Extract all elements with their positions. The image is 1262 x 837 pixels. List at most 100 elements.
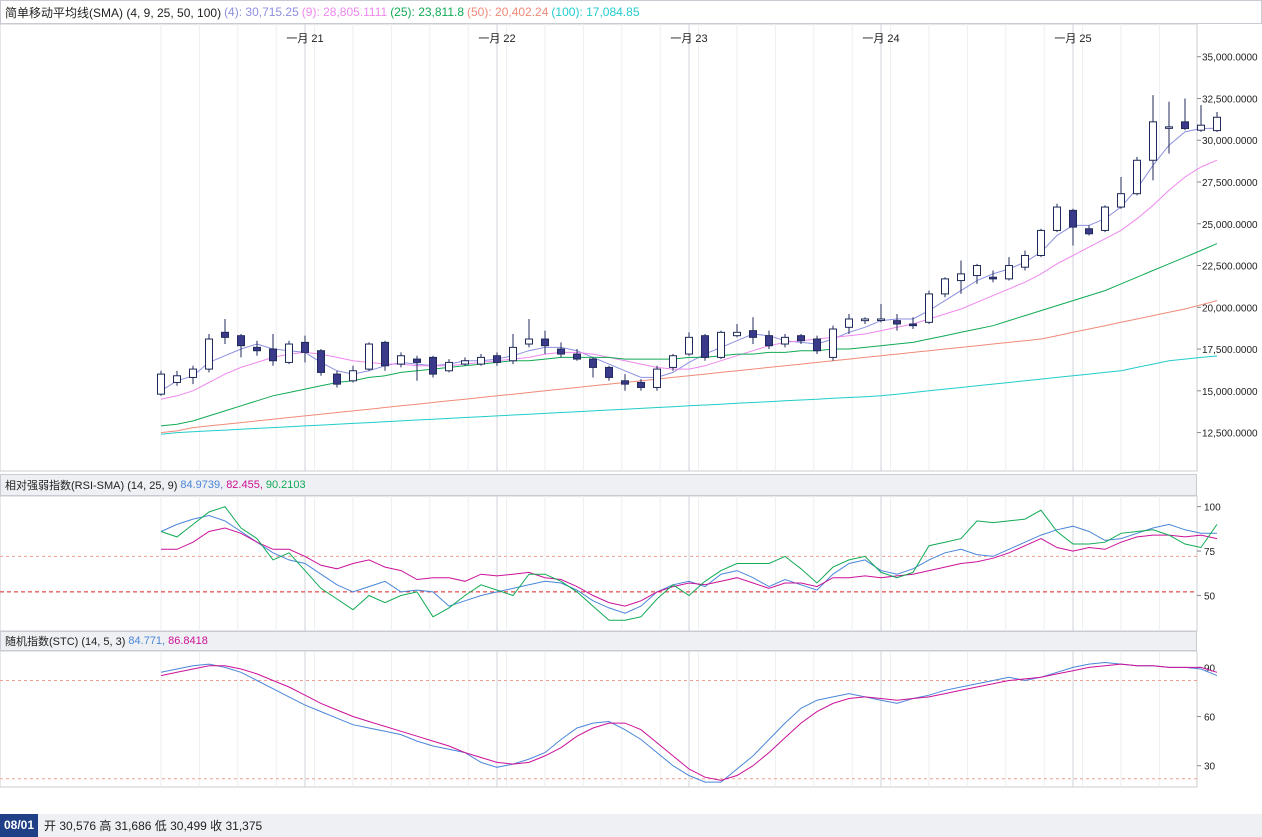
candle-body-21 bbox=[493, 355, 501, 363]
rsi-line-2 bbox=[160, 506, 1218, 621]
candle-body-52 bbox=[989, 276, 997, 280]
candle-body-25 bbox=[557, 348, 565, 355]
candle-body-65 bbox=[1197, 124, 1205, 131]
y-tick-label-7: 30,000.0000 bbox=[1202, 136, 1258, 147]
candle-body-45 bbox=[877, 318, 885, 321]
candle-body-36 bbox=[733, 331, 741, 337]
candle-body-57 bbox=[1069, 209, 1077, 228]
rsi-legend-title: 相对强弱指数(RSI-SMA) (14, 25, 9) bbox=[5, 480, 178, 492]
candle-body-27 bbox=[589, 358, 597, 368]
x-tick-label-2: 一月 23 bbox=[670, 33, 707, 45]
rsi-line-0 bbox=[160, 514, 1217, 614]
candle-body-63 bbox=[1165, 126, 1173, 129]
rsi-y-tick-label-0: 100 bbox=[1204, 503, 1221, 514]
candle-body-1 bbox=[173, 375, 181, 383]
candle-body-60 bbox=[1117, 193, 1125, 208]
candle-body-66 bbox=[1213, 116, 1221, 132]
candle-body-32 bbox=[669, 355, 677, 368]
stc-y-tick-label-2: 30 bbox=[1204, 762, 1216, 773]
main-legend-value-1: (9): 28,805.1111 bbox=[301, 5, 388, 19]
stc-legend-title: 随机指数(STC) (14, 5, 3) bbox=[5, 636, 126, 648]
rsi-legend-values: 84.9739, 82.455, 90.2103 bbox=[180, 479, 308, 491]
candle-body-54 bbox=[1021, 254, 1029, 268]
ohlc-status-bar: 08/01 开 30,576 高 31,686 低 30,499 收 31,37… bbox=[0, 814, 1262, 837]
candle-body-26 bbox=[573, 353, 581, 360]
candle-body-44 bbox=[861, 318, 869, 322]
candle-body-10 bbox=[317, 350, 325, 373]
candle-body-15 bbox=[397, 355, 405, 365]
candle-body-58 bbox=[1085, 228, 1093, 235]
candle-body-6 bbox=[253, 346, 261, 352]
candle-body-22 bbox=[509, 346, 517, 362]
y-tick-label-1: 15,000.0000 bbox=[1202, 387, 1258, 398]
candle-body-61 bbox=[1133, 159, 1141, 195]
sma-line-3 bbox=[160, 300, 1218, 434]
candle-body-30 bbox=[637, 381, 645, 388]
y-tick-label-4: 22,500.0000 bbox=[1202, 262, 1258, 273]
candle-body-46 bbox=[893, 320, 901, 325]
candle-body-7 bbox=[269, 348, 277, 362]
candle-body-55 bbox=[1037, 229, 1045, 256]
candle-body-62 bbox=[1149, 121, 1157, 161]
y-tick-label-9: 35,000.0000 bbox=[1202, 53, 1258, 64]
candle-body-50 bbox=[957, 273, 965, 282]
rsi-line-1 bbox=[161, 527, 1218, 607]
x-tick-label-1: 一月 22 bbox=[478, 33, 515, 45]
stc-legend-value-0: 84.771, bbox=[128, 635, 166, 647]
candle-body-35 bbox=[717, 331, 725, 358]
candle-body-23 bbox=[525, 338, 533, 345]
candle-body-37 bbox=[749, 330, 757, 338]
candle-body-56 bbox=[1053, 206, 1061, 231]
rsi-legend-value-2: 90.2103 bbox=[265, 479, 306, 491]
candle-body-33 bbox=[685, 336, 693, 355]
candle-body-64 bbox=[1181, 121, 1189, 130]
panel-frame-0 bbox=[0, 23, 1198, 472]
sma-legend-title: 简单移动平均线(SMA) (4, 9, 25, 50, 100) bbox=[5, 5, 222, 20]
ohlc-values: 开 30,576 高 31,686 低 30,499 收 31,375 bbox=[44, 819, 263, 833]
stc-legend: 随机指数(STC) (14, 5, 3) 84.771, 86.8418 bbox=[0, 631, 1197, 651]
candle-body-41 bbox=[813, 338, 821, 352]
stc-legend-value-1: 86.8418 bbox=[168, 635, 208, 647]
candle-body-5 bbox=[237, 335, 245, 347]
main-legend-value-2: (25): 23,811.8 bbox=[390, 5, 465, 19]
candle-body-42 bbox=[829, 328, 837, 358]
x-tick-label-4: 一月 25 bbox=[1054, 33, 1091, 45]
rsi-legend-value-1: 82.455, bbox=[226, 479, 263, 491]
stc-legend-values: 84.771, 86.8418 bbox=[128, 635, 210, 647]
main-legend-value-3: (50): 20,402.24 bbox=[467, 5, 549, 19]
candle-body-40 bbox=[797, 335, 805, 342]
candle-body-17 bbox=[429, 356, 437, 375]
sma-legend: 简单移动平均线(SMA) (4, 9, 25, 50, 100) (4): 30… bbox=[0, 0, 1262, 24]
rsi-y-tick-label-2: 50 bbox=[1204, 591, 1216, 602]
sma-line-4 bbox=[160, 355, 1218, 435]
candle-body-18 bbox=[445, 361, 453, 372]
candle-body-38 bbox=[765, 335, 773, 347]
candle-body-29 bbox=[621, 380, 629, 385]
candle-body-8 bbox=[285, 343, 293, 363]
y-tick-label-3: 20,000.0000 bbox=[1202, 303, 1258, 314]
rsi-y-tick-label-1: 75 bbox=[1204, 547, 1216, 558]
x-tick-label-3: 一月 24 bbox=[862, 33, 899, 45]
candle-body-12 bbox=[349, 370, 357, 382]
candle-body-53 bbox=[1005, 265, 1013, 280]
candle-body-39 bbox=[781, 336, 789, 345]
y-tick-label-2: 17,500.0000 bbox=[1202, 345, 1258, 356]
candle-body-0 bbox=[157, 373, 165, 395]
candle-body-28 bbox=[605, 366, 613, 378]
candle-body-48 bbox=[925, 293, 933, 323]
candle-body-14 bbox=[381, 341, 389, 367]
candle-body-47 bbox=[909, 323, 917, 327]
main-legend-value-4: (100): 17,084.85 bbox=[551, 5, 640, 19]
y-tick-label-0: 12,500.0000 bbox=[1202, 429, 1258, 440]
candle-body-34 bbox=[701, 335, 709, 358]
candle-body-11 bbox=[333, 373, 341, 385]
candle-body-2 bbox=[189, 368, 197, 378]
main-legend-value-0: (4): 30,715.25 bbox=[224, 5, 299, 19]
candle-body-49 bbox=[941, 278, 949, 295]
y-tick-label-5: 25,000.0000 bbox=[1202, 220, 1258, 231]
candle-body-24 bbox=[541, 338, 549, 347]
candle-body-19 bbox=[461, 360, 469, 365]
y-tick-label-6: 27,500.0000 bbox=[1202, 178, 1258, 189]
x-tick-label-0: 一月 21 bbox=[286, 33, 323, 45]
